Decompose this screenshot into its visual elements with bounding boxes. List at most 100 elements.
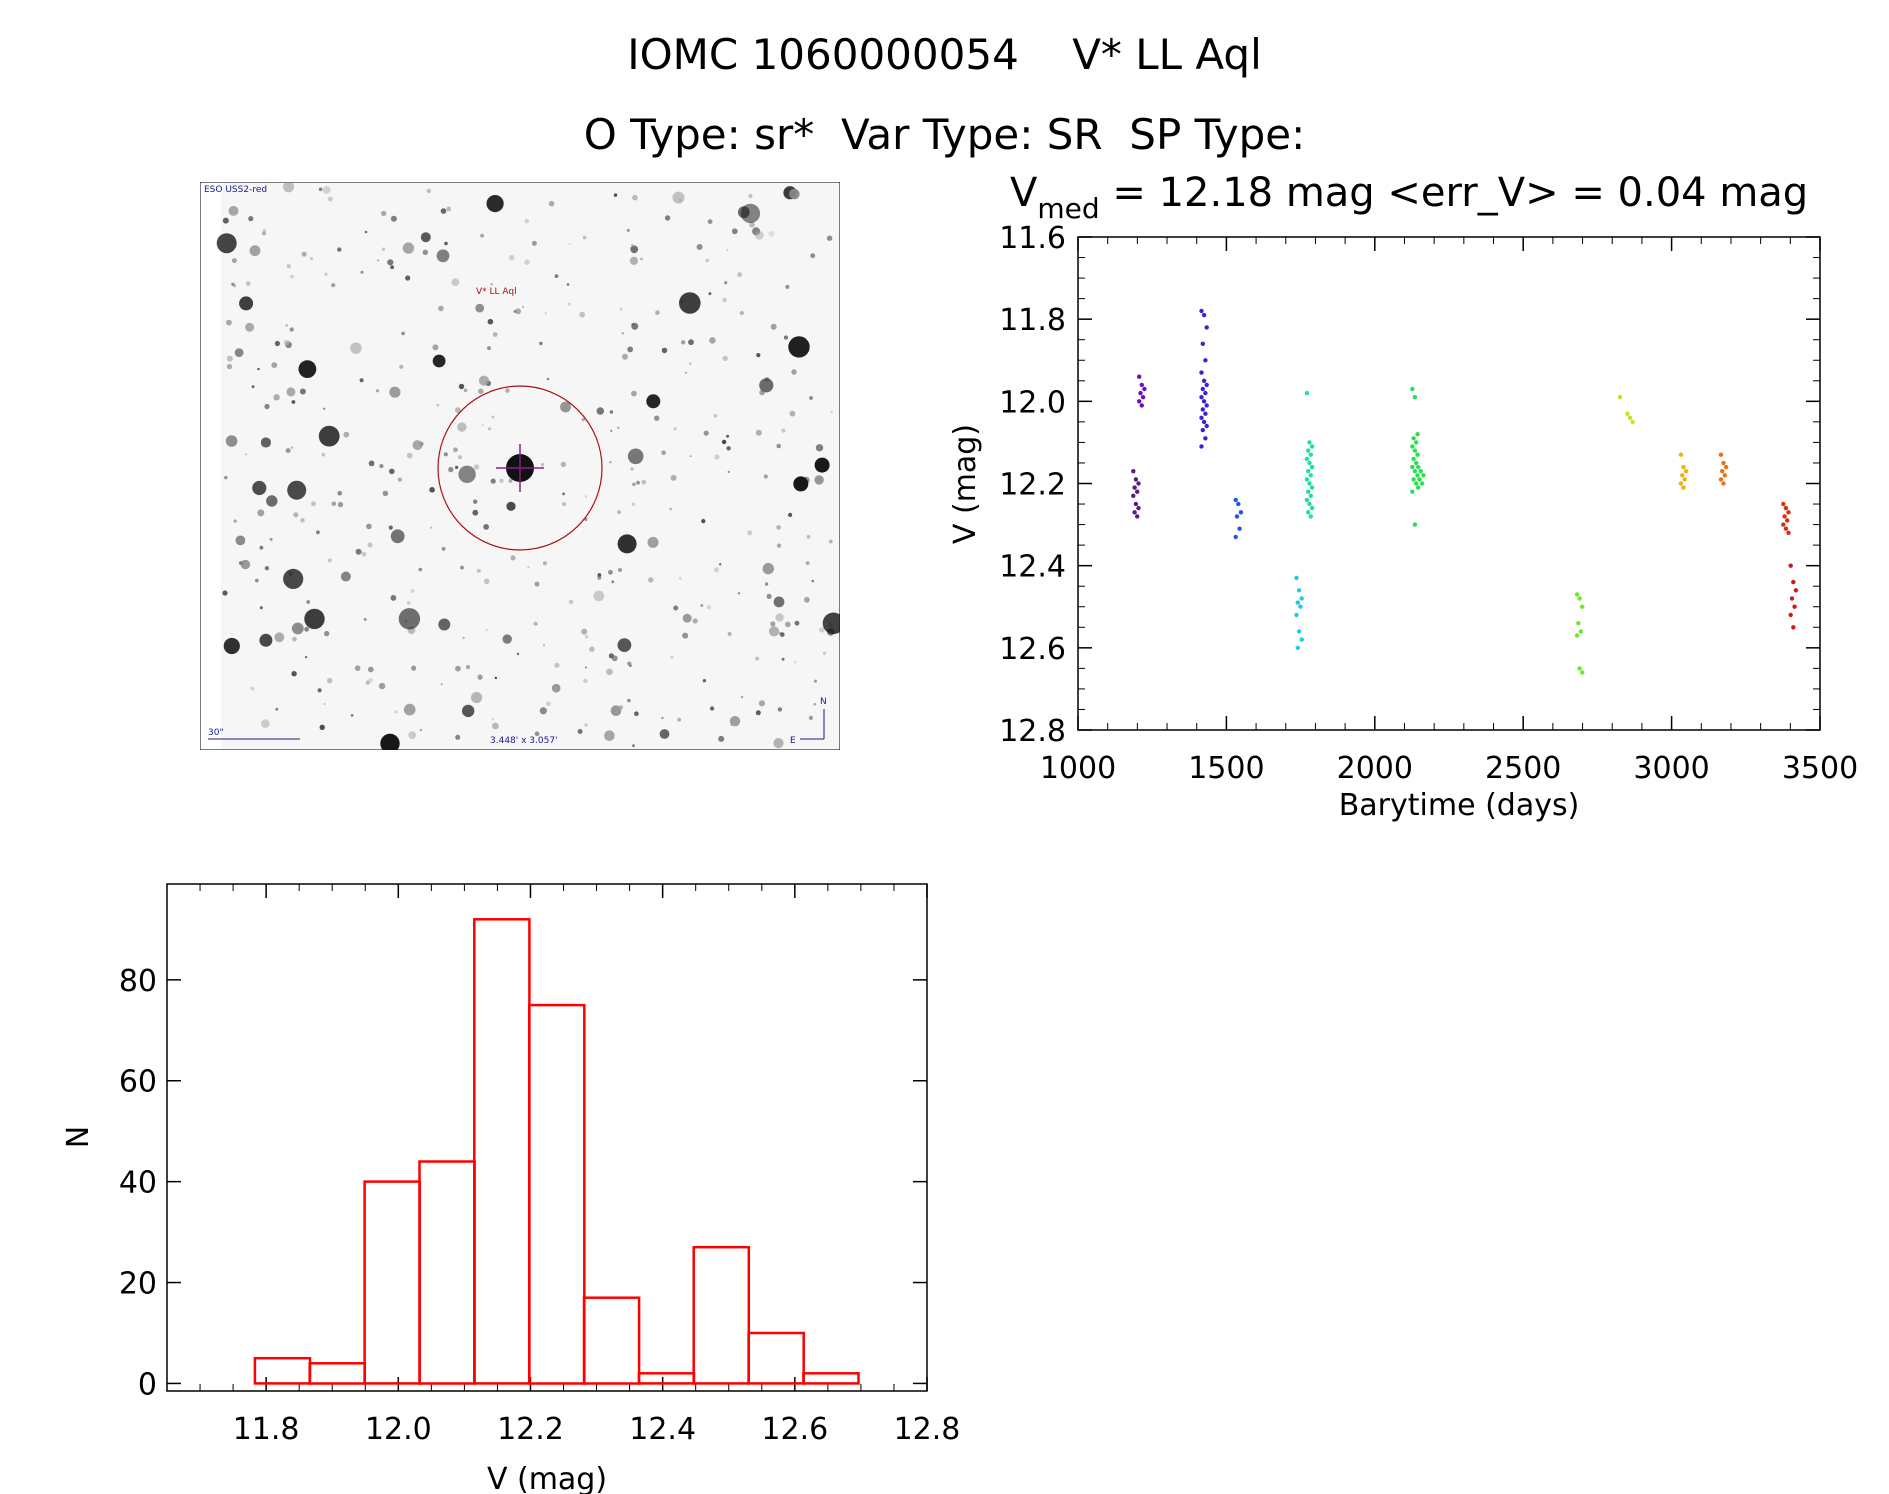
star [368, 460, 375, 467]
east-label: E [790, 736, 796, 746]
x-tick-label: 2500 [1485, 751, 1561, 786]
star [366, 523, 372, 530]
data-point [1139, 403, 1145, 408]
star [692, 618, 698, 624]
star [271, 362, 278, 368]
star [584, 634, 589, 639]
star [487, 346, 491, 351]
data-point [1783, 505, 1789, 511]
histogram-bar [363, 1180, 421, 1385]
star [225, 435, 238, 447]
star [465, 665, 471, 670]
x-tick-label: 12.6 [761, 1412, 828, 1447]
star [554, 662, 560, 668]
star [355, 548, 362, 555]
star [446, 206, 452, 212]
star [502, 634, 512, 644]
star [773, 596, 785, 608]
star [673, 427, 677, 431]
star [775, 613, 784, 622]
star [224, 475, 228, 480]
star [222, 217, 229, 224]
star [390, 215, 397, 222]
star [727, 632, 732, 636]
star [606, 668, 613, 676]
star [310, 257, 314, 261]
light-curve-points [1131, 308, 1799, 675]
star [722, 297, 727, 303]
star [283, 182, 295, 193]
star [499, 478, 504, 483]
star [322, 186, 331, 194]
star [527, 566, 530, 569]
data-point [1204, 325, 1209, 330]
aperture-circle [437, 385, 603, 551]
star [814, 457, 830, 473]
star [568, 242, 571, 245]
star [722, 355, 728, 362]
data-point [1678, 452, 1684, 457]
data-point [1135, 514, 1140, 519]
data-point [1204, 423, 1209, 429]
star [394, 710, 398, 714]
data-point [1201, 378, 1207, 383]
star [234, 348, 244, 357]
star [316, 530, 320, 535]
data-point [1294, 575, 1299, 581]
data-point [1203, 358, 1208, 363]
star [480, 233, 484, 238]
data-point [1412, 395, 1418, 400]
star [677, 717, 682, 722]
star [794, 620, 800, 626]
star [589, 646, 595, 652]
star [324, 630, 330, 637]
star [611, 655, 618, 662]
star [770, 323, 777, 330]
star [756, 353, 761, 358]
data-point [1304, 477, 1310, 482]
data-point [1722, 473, 1728, 478]
star [811, 579, 815, 583]
north-label: N [820, 697, 827, 707]
star [670, 474, 677, 481]
data-point [1411, 477, 1416, 482]
star [762, 562, 774, 575]
data-point [1720, 469, 1725, 474]
star [689, 362, 692, 365]
x-tick-label: 12.2 [497, 1412, 564, 1447]
star [783, 335, 789, 340]
star [226, 319, 232, 326]
star [252, 480, 267, 496]
star [259, 633, 273, 647]
star [291, 400, 296, 404]
star [441, 547, 446, 551]
data-point [1308, 514, 1314, 519]
star [287, 480, 307, 500]
data-point [1410, 386, 1415, 392]
histogram-ticks: 11.8 12.0 12.2 12.4 12.6 12.8 0 20 40 60 80 [119, 884, 960, 1447]
star [533, 621, 538, 626]
data-point [1308, 493, 1314, 498]
data-point [1721, 481, 1726, 486]
star [455, 665, 461, 672]
data-point [1304, 497, 1310, 503]
star [618, 705, 624, 710]
star [327, 196, 333, 202]
star [476, 568, 481, 573]
data-point [1201, 399, 1207, 404]
star [364, 230, 368, 234]
star [226, 355, 233, 362]
data-point [1299, 637, 1304, 642]
y-tick-label: 80 [119, 964, 157, 999]
star [596, 407, 605, 415]
star [788, 512, 793, 517]
star [250, 686, 255, 691]
light-curve-chart: Vmed = 12.18 mag <err_V> = 0.04 mag 1000… [948, 170, 1858, 823]
star [223, 637, 240, 655]
star [597, 575, 602, 580]
star [814, 679, 817, 683]
data-point [1781, 501, 1786, 507]
star [689, 455, 692, 458]
star [617, 638, 632, 652]
star [337, 491, 342, 496]
